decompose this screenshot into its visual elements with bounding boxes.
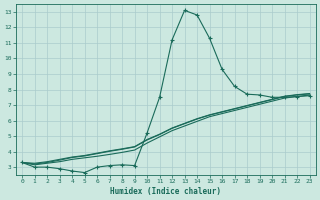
X-axis label: Humidex (Indice chaleur): Humidex (Indice chaleur) — [110, 187, 221, 196]
